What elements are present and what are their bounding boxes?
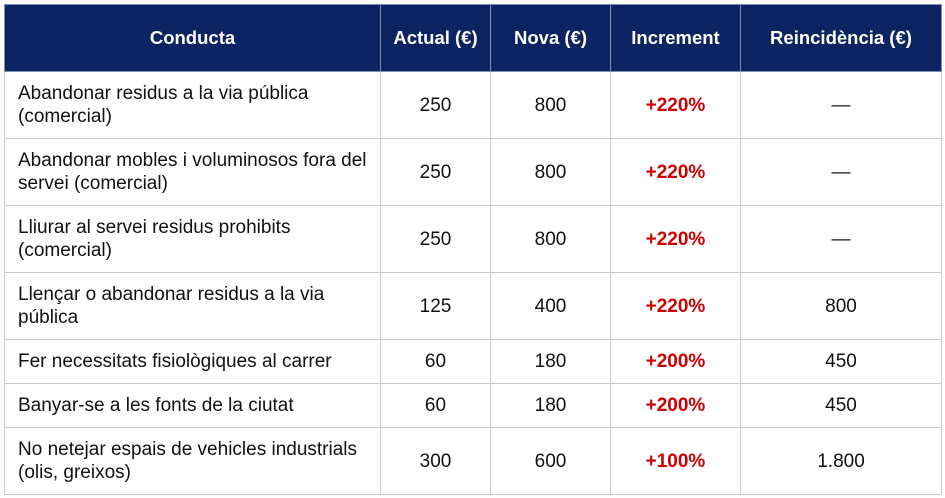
header-row: Conducta Actual (€) Nova (€) Increment Reinc… [4, 4, 942, 72]
increment-cell: +200% [610, 339, 741, 384]
amount-cell: 450 [740, 339, 942, 384]
amount-cell: 800 [490, 71, 611, 139]
amount-cell: 250 [380, 71, 491, 139]
amount-cell: — [740, 71, 942, 139]
conduct-cell: Llençar o abandonar residus a la via púb… [4, 272, 381, 340]
table-row: No netejar espais de vehicles industrial… [4, 427, 942, 495]
increment-cell: +100% [610, 427, 741, 495]
header-cell: Reincidència (€) [740, 4, 942, 72]
table-body: Abandonar residus a la via pública (come… [4, 71, 942, 495]
header-cell: Increment [610, 4, 741, 72]
increment-cell: +220% [610, 272, 741, 340]
amount-cell: 800 [740, 272, 942, 340]
amount-cell: 180 [490, 383, 611, 428]
table-row: Llençar o abandonar residus a la via púb… [4, 272, 942, 340]
table-row: Abandonar residus a la via pública (come… [4, 71, 942, 139]
table-row: Fer necessitats fisiològiques al carrer 6… [4, 339, 942, 384]
table-row: Banyar-se a les fonts de la ciutat 60 180 +… [4, 383, 942, 428]
table-row: Lliurar al servei residus prohibits (com… [4, 205, 942, 273]
conduct-cell: Lliurar al servei residus prohibits (com… [4, 205, 381, 273]
amount-cell: 400 [490, 272, 611, 340]
amount-cell: 800 [490, 205, 611, 273]
amount-cell: 60 [380, 383, 491, 428]
amount-cell: 1.800 [740, 427, 942, 495]
amount-cell: 450 [740, 383, 942, 428]
amount-cell: — [740, 205, 942, 273]
conduct-cell: Fer necessitats fisiològiques al carrer [4, 339, 381, 384]
amount-cell: 180 [490, 339, 611, 384]
fines-table: Conducta Actual (€) Nova (€) Increment Reinc… [4, 4, 942, 495]
increment-cell: +200% [610, 383, 741, 428]
conduct-cell: No netejar espais de vehicles industrial… [4, 427, 381, 495]
amount-cell: 800 [490, 138, 611, 206]
amount-cell: 250 [380, 205, 491, 273]
amount-cell: 300 [380, 427, 491, 495]
conduct-cell: Abandonar residus a la via pública (come… [4, 71, 381, 139]
amount-cell: 600 [490, 427, 611, 495]
conduct-cell: Banyar-se a les fonts de la ciutat [4, 383, 381, 428]
increment-cell: +220% [610, 71, 741, 139]
table-row: Abandonar mobles i voluminosos fora del … [4, 138, 942, 206]
amount-cell: 250 [380, 138, 491, 206]
header-cell: Actual (€) [380, 4, 491, 72]
amount-cell: 125 [380, 272, 491, 340]
amount-cell: — [740, 138, 942, 206]
amount-cell: 60 [380, 339, 491, 384]
table-container: Conducta Actual (€) Nova (€) Increment Reinc… [4, 4, 942, 495]
increment-cell: +220% [610, 205, 741, 273]
conduct-cell: Abandonar mobles i voluminosos fora del … [4, 138, 381, 206]
increment-cell: +220% [610, 138, 741, 206]
header-cell: Conducta [4, 4, 381, 72]
header-cell: Nova (€) [490, 4, 611, 72]
